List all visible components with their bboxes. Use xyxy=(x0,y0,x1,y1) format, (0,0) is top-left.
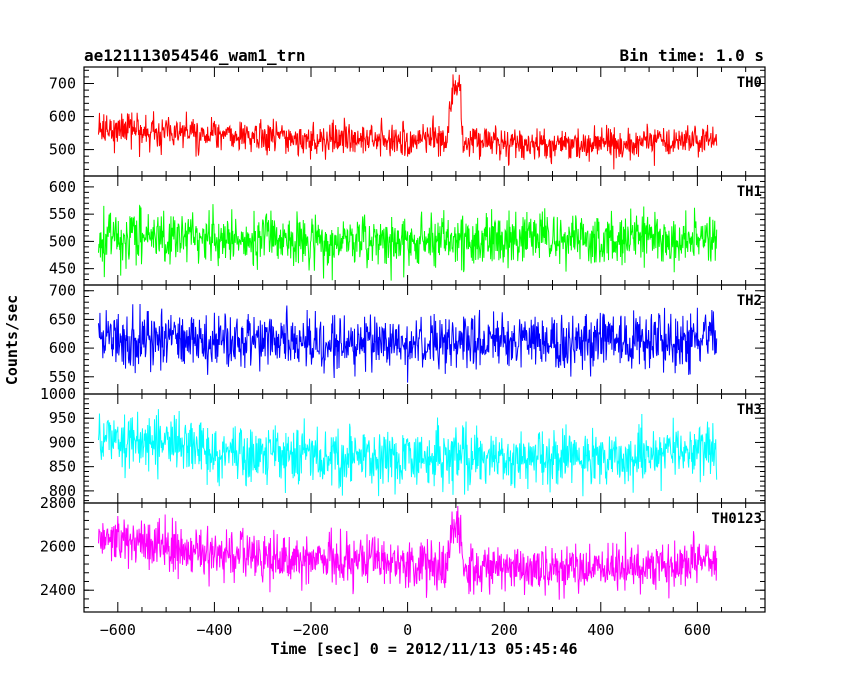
y-tick-label: 900 xyxy=(49,433,76,451)
panel-frame xyxy=(83,502,766,613)
panel-th0123: 2400 2600 2800 TH0123 xyxy=(40,494,766,613)
y-tick-label: 600 xyxy=(49,178,76,196)
x-tick-label: 600 xyxy=(684,621,711,639)
y-tick-label: 950 xyxy=(49,409,76,427)
y-tick-label: 850 xyxy=(49,458,76,476)
panel-frame xyxy=(83,175,766,286)
y-tick-label: 1000 xyxy=(40,385,76,403)
y-tick-label: 500 xyxy=(49,141,76,159)
panel-th1: 450 500 550 600 TH1 xyxy=(49,175,766,286)
panel-label-th0: TH0 xyxy=(737,75,762,91)
series-line-th3 xyxy=(97,409,718,497)
panel-th3: 800 850 900 950 1000 TH3 xyxy=(40,385,766,504)
y-tick-label: 600 xyxy=(49,339,76,357)
x-tick-label: 0 xyxy=(403,621,412,639)
y-tick-label: 800 xyxy=(49,482,76,500)
y-tick-label: 550 xyxy=(49,368,76,386)
y-tick-label: 700 xyxy=(49,75,76,93)
series-line-th0123 xyxy=(97,505,718,600)
x-axis-label: Time [sec] 0 = 2012/11/13 05:45:46 xyxy=(270,640,577,658)
y-tick-label: 2600 xyxy=(40,538,76,556)
y-axis-label: Counts/sec xyxy=(3,295,21,385)
x-tick-label: 400 xyxy=(587,621,614,639)
x-tick-label: −200 xyxy=(293,621,329,639)
y-tick-label: 700 xyxy=(49,282,76,300)
bin-time-label: Bin time: 1.0 s xyxy=(620,46,765,65)
chart-title: ae121113054546_wam1_trn xyxy=(84,46,306,65)
series-line-th0 xyxy=(97,74,718,170)
panels-group: 500 600 700 TH0 450 500 550 600 TH1 550 600 650 700 T… xyxy=(40,66,766,613)
y-tick-label: 650 xyxy=(49,310,76,328)
panel-th0: 500 600 700 TH0 xyxy=(49,66,766,177)
series-line-th1 xyxy=(97,204,718,281)
panel-th2: 550 600 650 700 TH2 xyxy=(49,282,766,395)
x-tick-label: −600 xyxy=(100,621,136,639)
y-tick-label: 450 xyxy=(49,260,76,278)
panel-label-th2: TH2 xyxy=(737,293,762,309)
series-line-th2 xyxy=(97,304,718,383)
y-tick-label: 500 xyxy=(49,232,76,250)
y-tick-label: 550 xyxy=(49,205,76,223)
y-tick-label: 2400 xyxy=(40,581,76,599)
panel-label-th3: TH3 xyxy=(737,402,762,418)
y-tick-label: 2800 xyxy=(40,494,76,512)
y-tick-label: 600 xyxy=(49,108,76,126)
panel-label-th0123: TH0123 xyxy=(711,511,762,527)
x-tick-label: −400 xyxy=(196,621,232,639)
x-axis: −600 −400 −200 0 200 400 600 xyxy=(100,621,711,639)
panel-label-th1: TH1 xyxy=(737,184,762,200)
x-tick-label: 200 xyxy=(491,621,518,639)
